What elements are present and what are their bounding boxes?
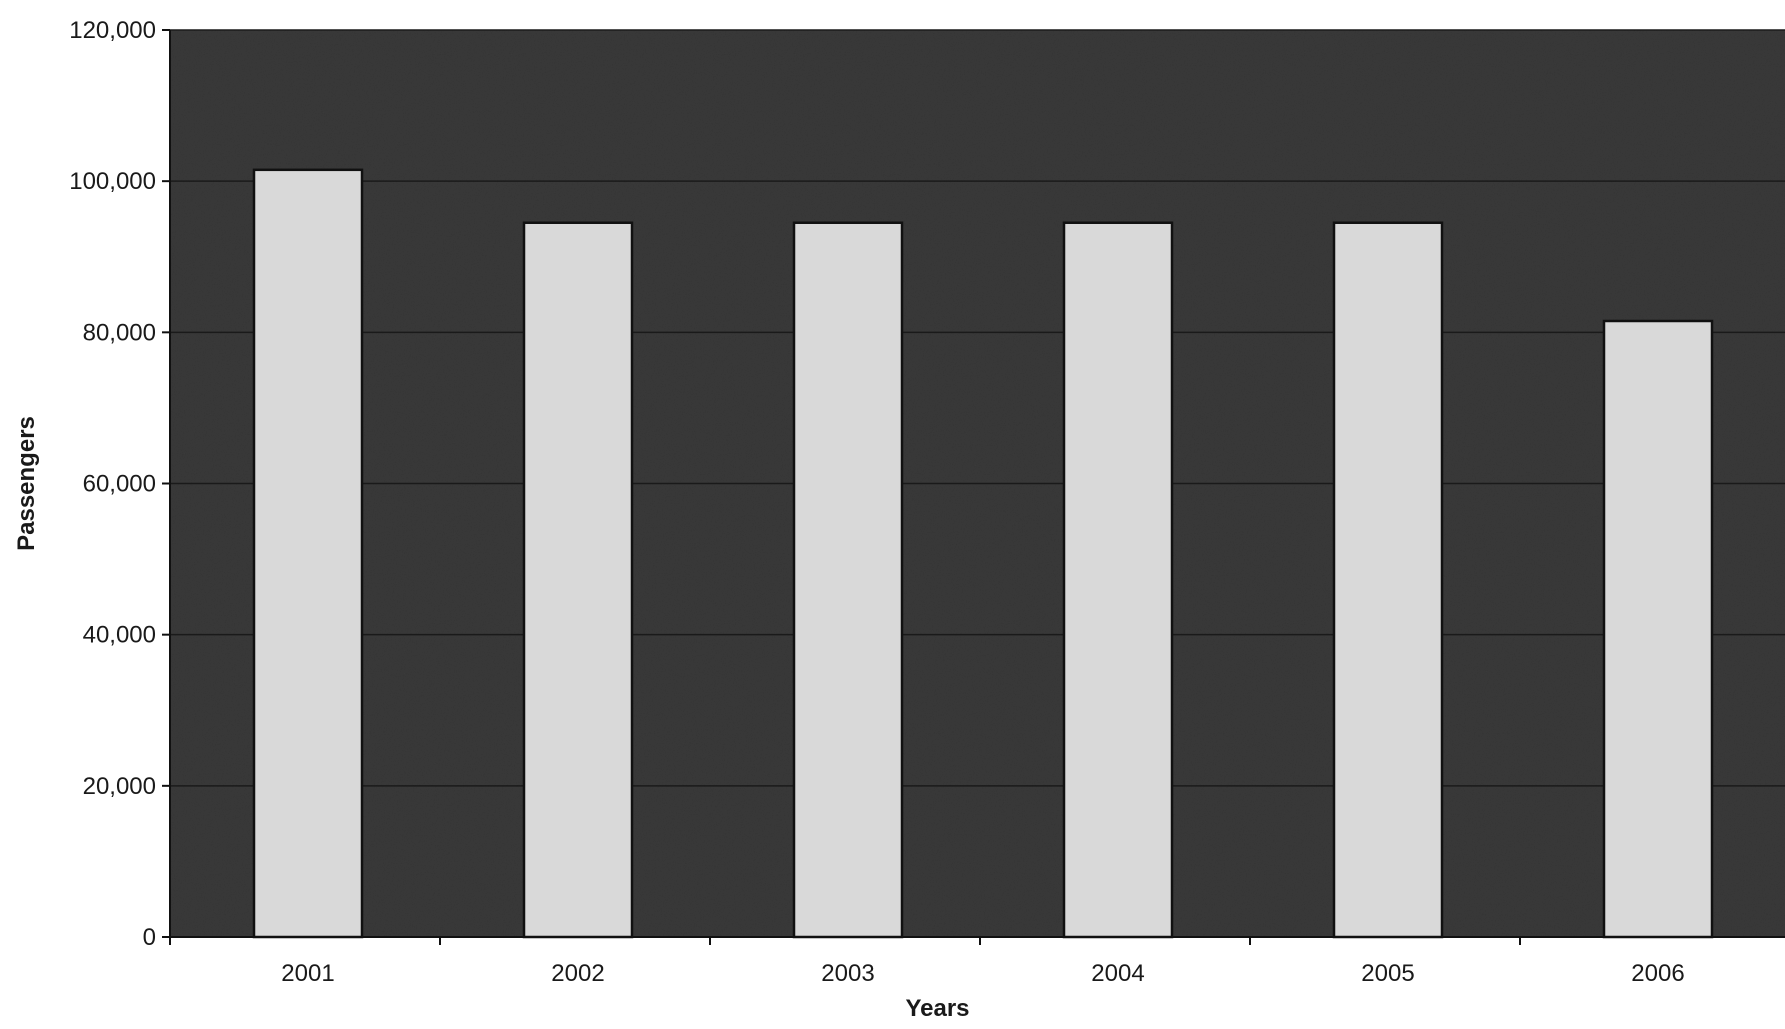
x-tick-label: 2004 xyxy=(1091,960,1144,987)
bar-2001 xyxy=(252,168,364,939)
y-tick-label: 120,000 xyxy=(69,17,156,44)
x-tick-labels: 2001 2002 2003 2004 2005 2006 xyxy=(281,960,1684,987)
bar-2002 xyxy=(522,221,634,939)
bar-2004 xyxy=(1062,221,1174,939)
y-tick-label: 60,000 xyxy=(83,471,156,498)
x-tick-label: 2002 xyxy=(551,960,604,987)
x-tick-label: 2003 xyxy=(821,960,874,987)
x-axis-title: Years xyxy=(905,995,969,1022)
y-tick-label: 40,000 xyxy=(83,622,156,649)
y-tick-label: 0 xyxy=(143,924,156,951)
y-tick-labels: 0 20,000 40,000 60,000 80,000 100,000 120,000 xyxy=(69,17,156,951)
y-tick-label: 80,000 xyxy=(83,319,156,346)
y-axis-title: Passengers xyxy=(13,416,40,551)
y-tick-label: 100,000 xyxy=(69,168,156,195)
x-tick-label: 2006 xyxy=(1631,960,1684,987)
gridlines xyxy=(170,29,1785,787)
axes xyxy=(162,29,1785,945)
bars xyxy=(252,168,1714,939)
x-tick-label: 2005 xyxy=(1361,960,1414,987)
y-tick-label: 20,000 xyxy=(83,773,156,800)
bar-2003 xyxy=(792,221,904,939)
bar-2006 xyxy=(1602,319,1714,939)
x-tick-label: 2001 xyxy=(281,960,334,987)
bar-2005 xyxy=(1332,221,1444,939)
